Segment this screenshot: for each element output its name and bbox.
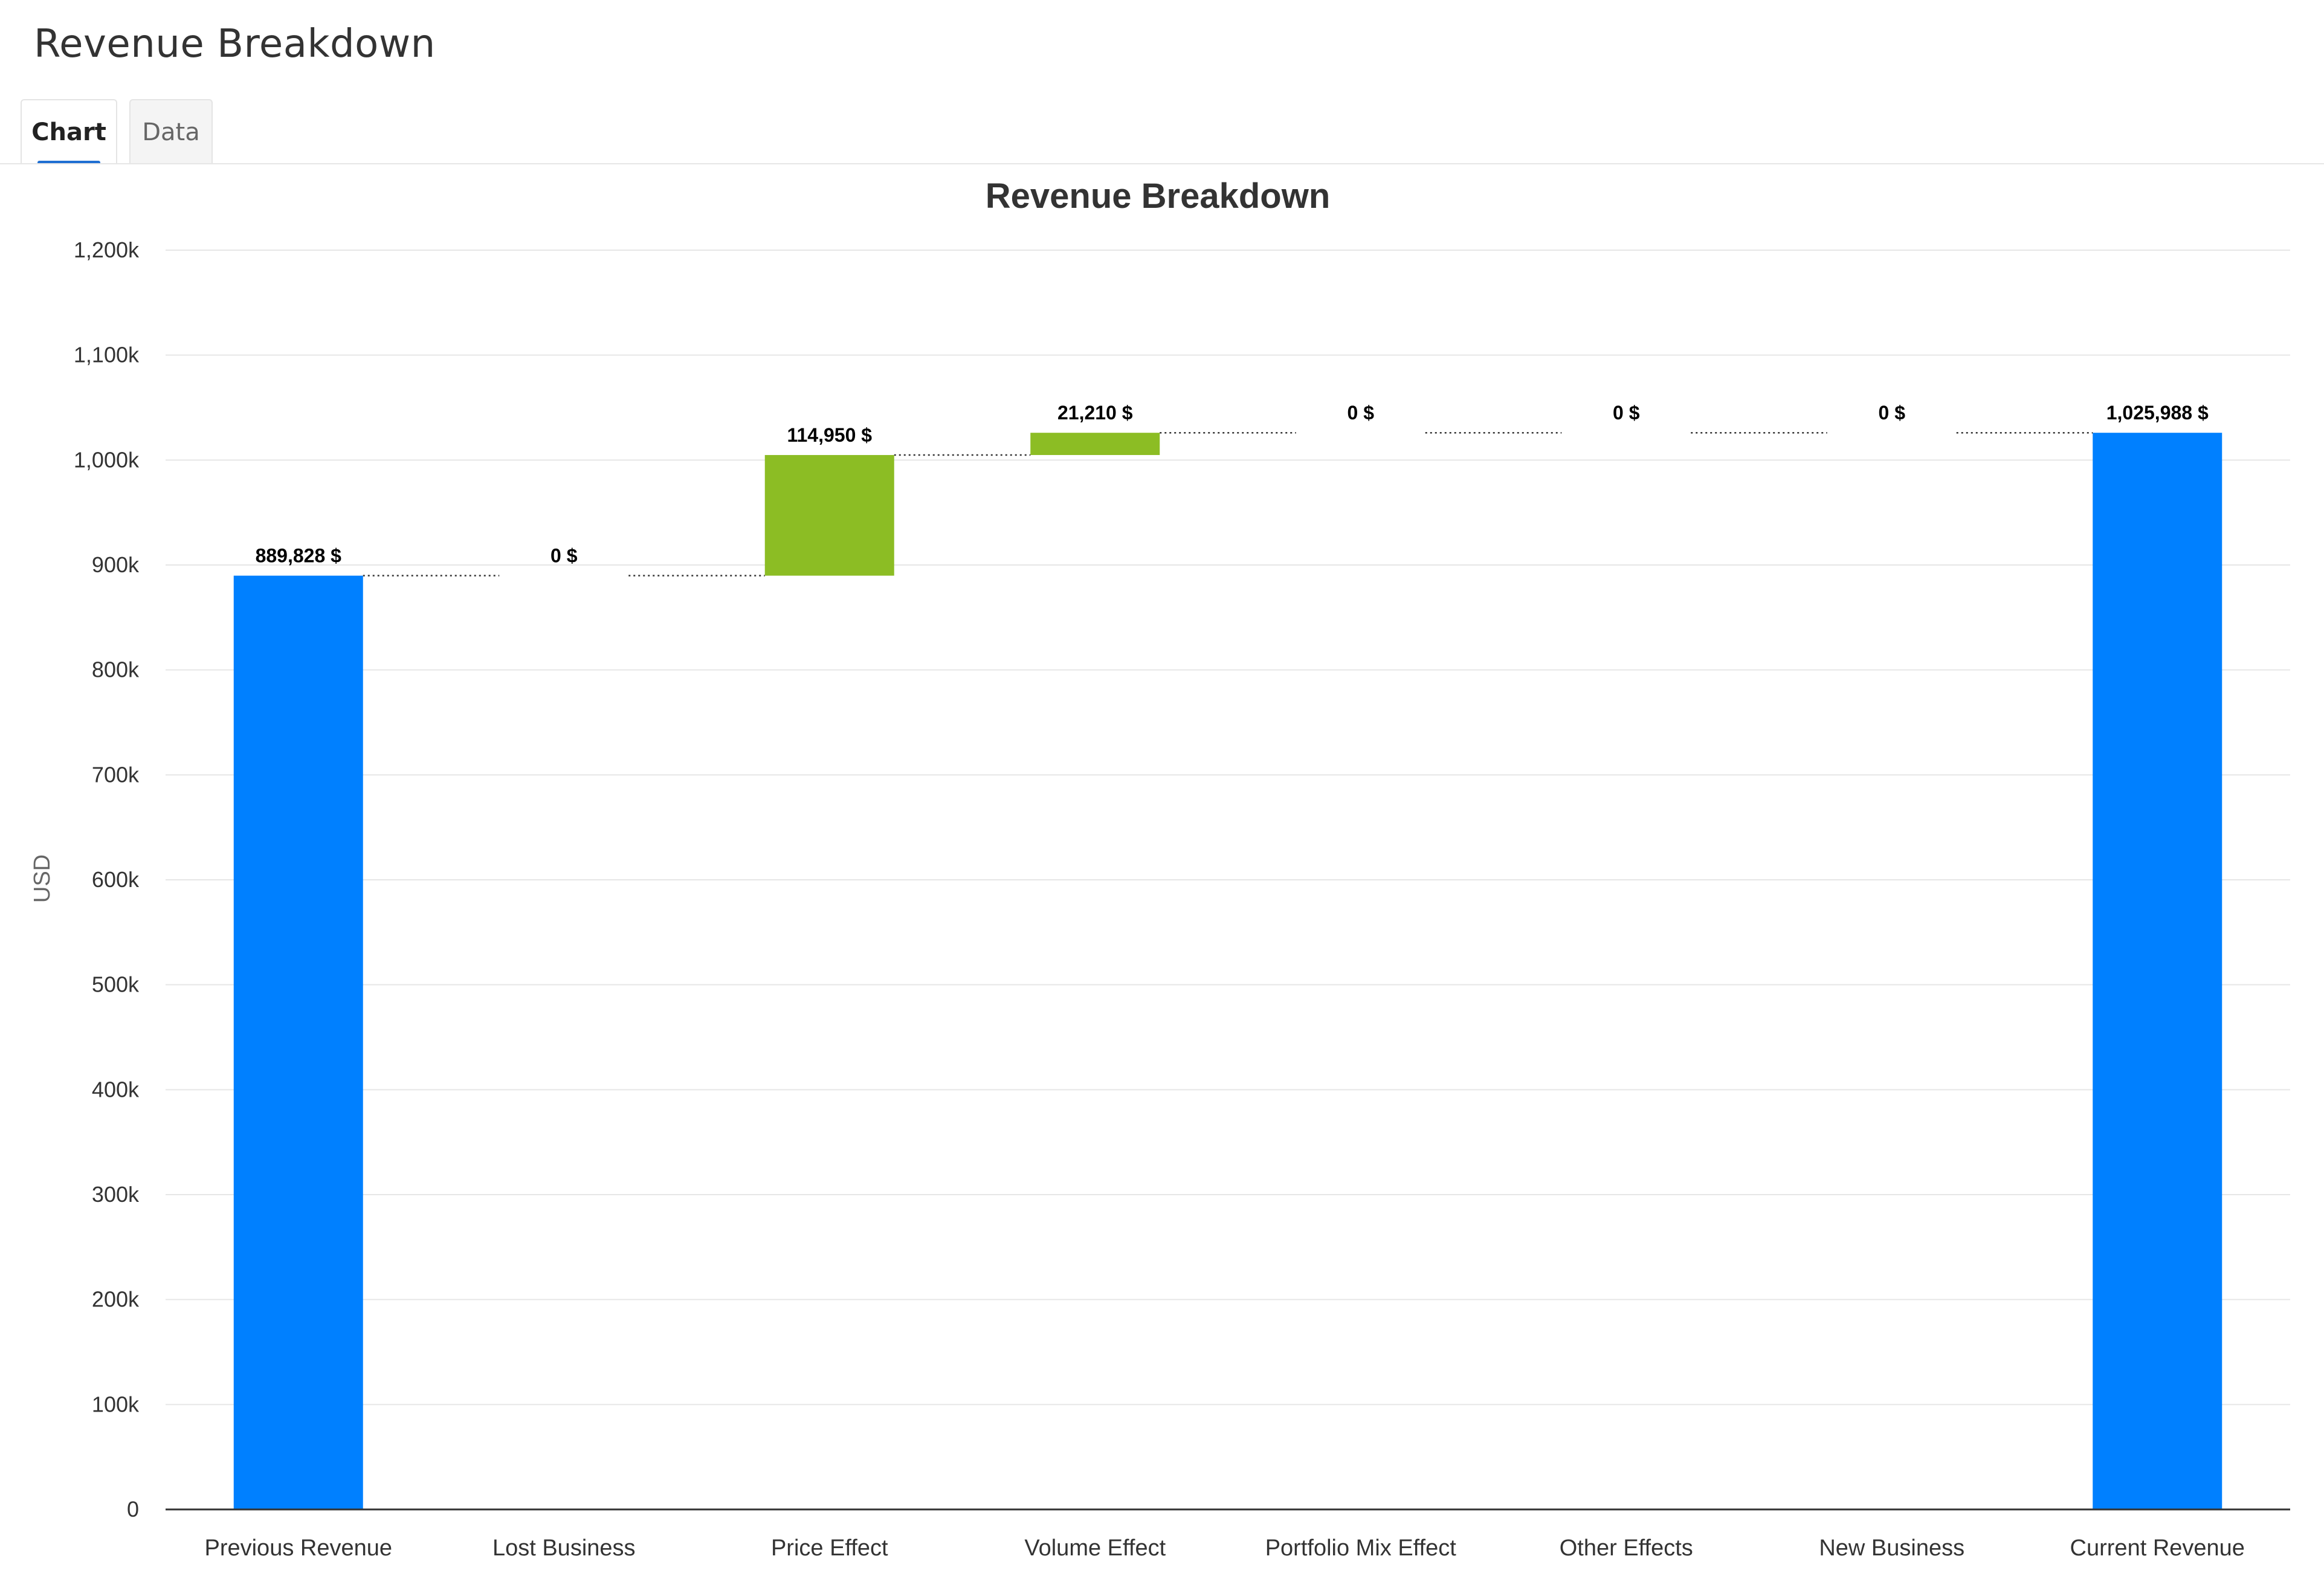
y-tick-label: 700k [92, 762, 140, 787]
tab-chart-label: Chart [31, 118, 106, 146]
y-tick-label: 400k [92, 1077, 140, 1102]
x-tick-label: Other Effects [1560, 1535, 1693, 1561]
bar-current-revenue[interactable] [2093, 433, 2222, 1509]
x-tick-label: New Business [1819, 1535, 1964, 1561]
y-tick-label: 800k [92, 657, 140, 682]
y-tick-label: 200k [92, 1287, 140, 1312]
axes: 0 100k 200k 300k 400k 500k 600k 700k 800k 900k 1,0… [74, 237, 2290, 1561]
chart-title: Revenue Breakdown [986, 176, 1331, 216]
connector-lines [363, 431, 2093, 576]
y-tick-label: 1,200k [74, 237, 140, 262]
y-tick-label: 1,100k [74, 343, 140, 367]
bar-price-effect[interactable] [764, 455, 894, 576]
x-tick-label: Price Effect [771, 1535, 888, 1561]
data-label: 1,025,988 $ [2106, 402, 2209, 424]
x-tick-label: Volume Effect [1024, 1535, 1166, 1561]
tab-bar: Chart Data [21, 99, 225, 164]
tab-data[interactable]: Data [129, 99, 213, 164]
gridlines [166, 250, 2290, 1406]
tab-chart[interactable]: Chart [21, 99, 117, 164]
bars [233, 433, 2222, 1510]
waterfall-chart: 0 100k 200k 300k 400k 500k 600k 700k 800k 900k 1,0… [30, 176, 2290, 1561]
y-axis-title: USD [30, 854, 55, 903]
data-label: 0 $ [1348, 402, 1375, 424]
y-tick-label: 0 [127, 1497, 139, 1522]
bar-volume-effect[interactable] [1030, 433, 1160, 456]
tab-data-label: Data [142, 118, 200, 146]
data-label: 0 $ [550, 545, 578, 567]
x-tick-label: Lost Business [492, 1535, 636, 1561]
x-tick-label: Previous Revenue [204, 1535, 392, 1561]
data-label: 889,828 $ [256, 545, 342, 567]
y-tick-label: 600k [92, 867, 140, 892]
x-tick-label: Portfolio Mix Effect [1265, 1535, 1457, 1561]
y-tick-label: 1,000k [74, 447, 140, 472]
y-tick-label: 500k [92, 972, 140, 997]
active-tab-indicator [37, 161, 100, 164]
x-tick-label: Current Revenue [2070, 1535, 2245, 1561]
data-label: 0 $ [1613, 402, 1640, 424]
data-label: 21,210 $ [1057, 402, 1133, 424]
y-tick-label: 900k [92, 552, 140, 577]
data-labels: 889,828 $ 0 $ 114,950 $ 21,210 $ 0 $ 0 $ 0 $ 1,… [256, 402, 2209, 566]
page-title: Revenue Breakdown [34, 22, 436, 66]
y-tick-label: 300k [92, 1182, 140, 1207]
bar-previous-revenue[interactable] [233, 575, 363, 1510]
y-tick-label: 100k [92, 1392, 140, 1416]
tabs-divider [0, 163, 2324, 164]
data-label: 0 $ [1879, 402, 1906, 424]
data-label: 114,950 $ [787, 424, 872, 446]
